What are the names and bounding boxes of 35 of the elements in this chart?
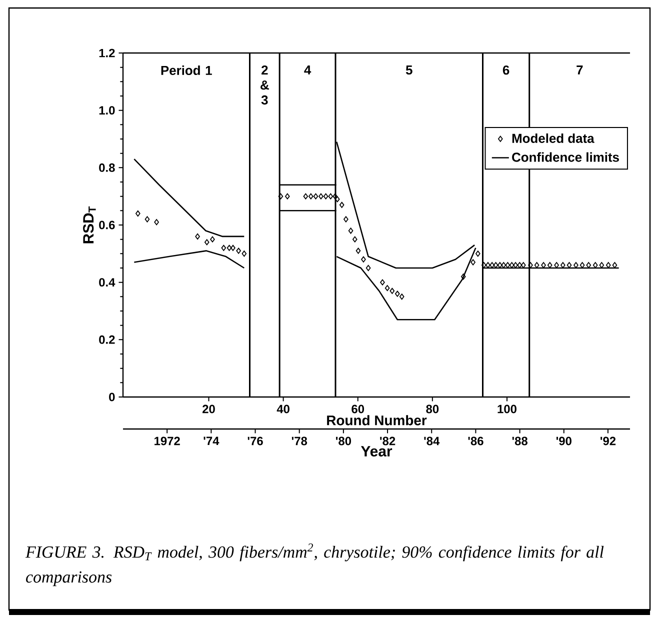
annotation: Period 1 (161, 66, 212, 76)
x-tick-label: 40 (276, 404, 290, 414)
y-tick-label: 1.0 (99, 106, 115, 115)
x-tick-label: 100 (498, 404, 516, 414)
x2-tick-label: 1972 (154, 436, 180, 446)
y-tick-label: 1.2 (99, 48, 115, 58)
y-axis-title: RSD$_{T}$ (83, 206, 96, 244)
legend-label: Modeled data (512, 133, 594, 143)
x2-tick-label: '82 (380, 436, 396, 446)
x2-tick-label: '88 (512, 436, 528, 446)
annotation: 7 (576, 66, 583, 74)
annotation: 6 (502, 66, 510, 75)
x2-tick-label: '80 (336, 436, 352, 446)
x2-axis-title: Year (360, 446, 392, 456)
x2-tick-label: '76 (248, 436, 263, 446)
x2-tick-label: '74 (204, 436, 220, 445)
annotation: 5 (406, 66, 412, 75)
x2-tick-label: '84 (424, 436, 440, 446)
y-tick-label: 0.6 (99, 220, 115, 230)
y-tick-label: 0.2 (99, 335, 115, 344)
legend-label: Confidence limits (512, 152, 619, 162)
x-tick-label: 60 (352, 404, 364, 414)
annotation: 4 (304, 66, 312, 74)
text: FIGURE 3. RSD$_{T}$ model, 300 fibers/mm$^{2}$, chrysotile; 90% confidence limits for all comparisons (25, 544, 604, 586)
annotation: 2 & 3 (260, 66, 269, 105)
x2-tick-label: '86 (468, 436, 484, 446)
y-tick-label: 0 (109, 392, 115, 402)
x-tick-label: 20 (202, 404, 215, 414)
y-tick-label: 0.8 (99, 163, 115, 172)
x2-tick-label: '78 (292, 436, 308, 446)
x2-tick-label: '90 (556, 436, 572, 446)
x-axis-title: Round Number (327, 415, 427, 426)
x-tick-label: 80 (426, 404, 439, 414)
y-tick-label: 0.4 (99, 278, 116, 287)
x2-tick-label: '92 (600, 436, 616, 446)
